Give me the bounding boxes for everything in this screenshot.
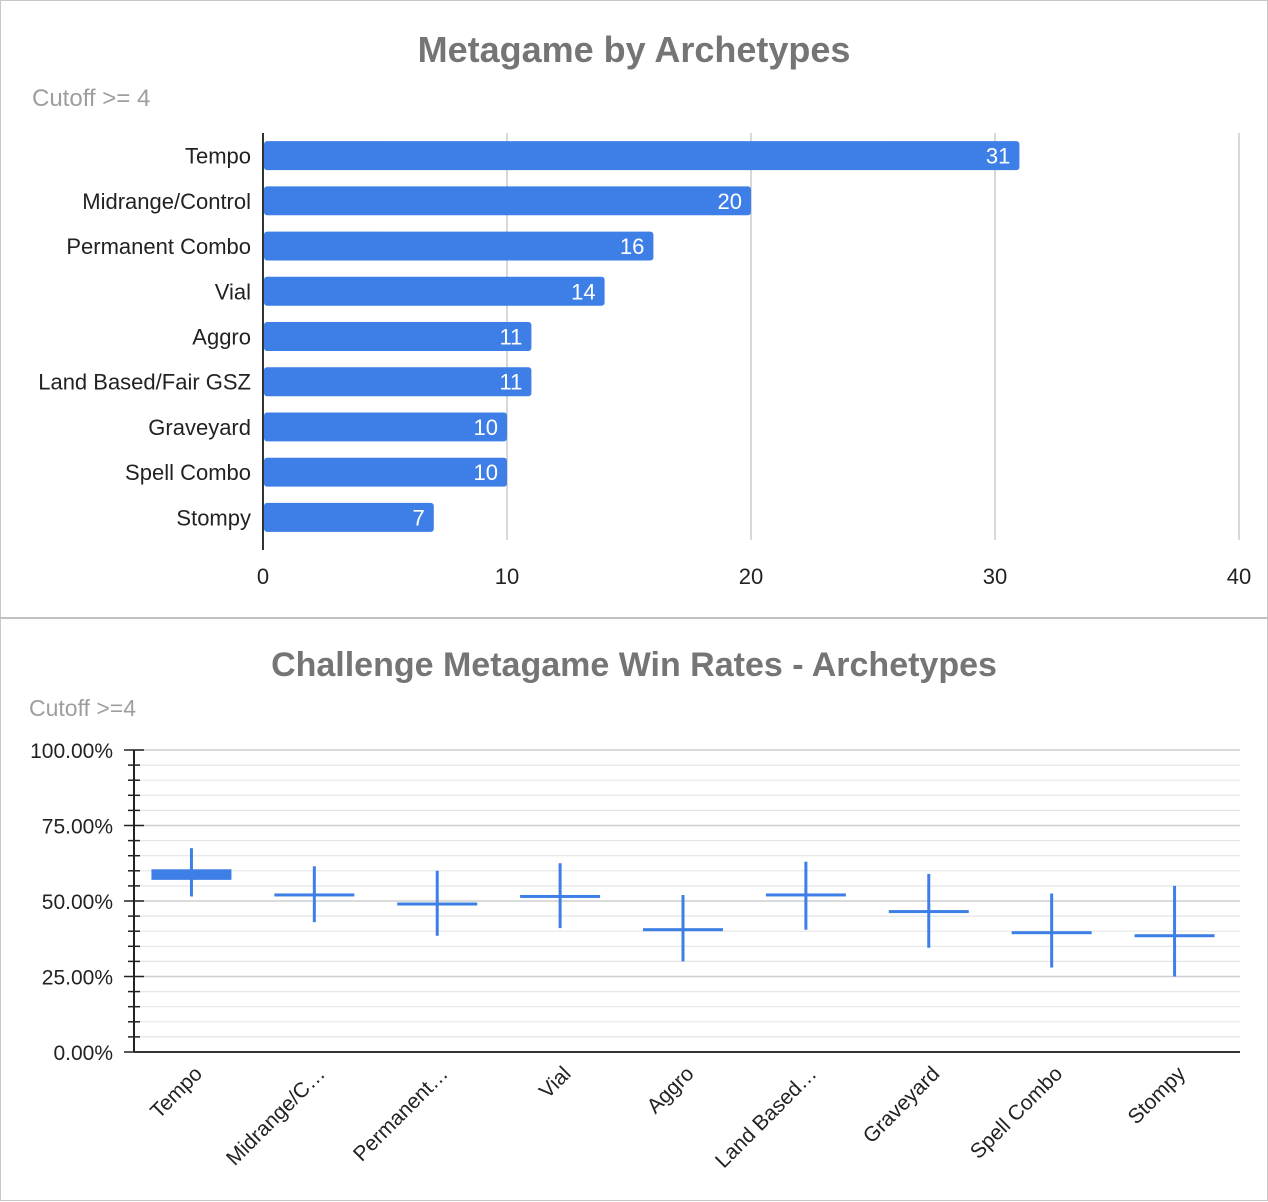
candle-body: [397, 902, 478, 906]
candle-body: [151, 869, 232, 880]
data-label: 10: [474, 415, 498, 440]
category-label: Land Based/Fair GSZ: [38, 370, 251, 395]
metagame-bar-chart: Metagame by Archetypes Cutoff >= 4 31 20 1…: [32, 29, 1251, 589]
x-category-label: Permanent…: [349, 1062, 453, 1166]
winrate-candlestick-chart: Challenge Metagame Win Rates - Archetype…: [29, 646, 1240, 1173]
metagame-chart-panel: [0, 0, 1268, 617]
data-label: 16: [620, 234, 644, 259]
x-category-label: Tempo: [146, 1062, 207, 1123]
category-label: Vial: [215, 279, 251, 304]
winrate-chart-panel: [0, 617, 1268, 1201]
bar: [264, 141, 1020, 171]
bar: [264, 186, 751, 216]
data-label: 10: [474, 460, 498, 485]
x-tick-label: 10: [495, 564, 519, 589]
data-label: 20: [718, 189, 742, 214]
data-label: 11: [500, 370, 523, 395]
x-category-label: Land Based…: [711, 1062, 821, 1172]
x-category-label: Vial: [535, 1062, 576, 1103]
x-tick-label: 0: [257, 564, 269, 589]
bar: [264, 231, 654, 261]
category-label: Tempo: [185, 144, 251, 169]
category-label: Aggro: [192, 325, 251, 350]
category-label: Midrange/Control: [82, 189, 251, 214]
x-tick-label: 20: [739, 564, 763, 589]
x-category-label: Aggro: [643, 1062, 699, 1118]
x-category-label: Stompy: [1123, 1062, 1190, 1129]
category-label: Permanent Combo: [66, 234, 251, 259]
x-category-label: Graveyard: [859, 1062, 945, 1148]
x-category-label: Spell Combo: [966, 1062, 1067, 1163]
category-label: Spell Combo: [125, 460, 251, 485]
candle-body: [1011, 931, 1092, 935]
y-tick-label: 0.00%: [53, 1042, 113, 1065]
candle-body: [765, 893, 846, 897]
y-tick-label: 100.00%: [30, 740, 113, 763]
candle-body: [520, 894, 601, 898]
candle-body: [1134, 934, 1215, 938]
x-tick-label: 30: [983, 564, 1007, 589]
data-label: 31: [986, 144, 1010, 169]
candle-body: [643, 928, 723, 932]
bar: [264, 322, 532, 351]
y-tick-label: 25.00%: [42, 967, 113, 990]
x-category-label: Midrange/C…: [222, 1062, 330, 1170]
chart-title: Metagame by Archetypes: [418, 29, 851, 70]
chart-subtitle: Cutoff >= 4: [32, 85, 150, 112]
chart-title: Challenge Metagame Win Rates - Archetype…: [271, 646, 997, 684]
bar: [264, 412, 507, 442]
candle-body: [888, 910, 969, 914]
data-label: 7: [413, 505, 425, 530]
x-tick-label: 40: [1227, 564, 1251, 589]
y-tick-label: 50.00%: [42, 891, 113, 914]
bar: [264, 367, 532, 397]
category-label: Graveyard: [148, 415, 251, 440]
bar: [264, 276, 605, 306]
data-label: 11: [500, 325, 523, 350]
data-label: 14: [571, 279, 595, 304]
y-tick-label: 75.00%: [42, 816, 113, 839]
chart-subtitle: Cutoff >=4: [29, 695, 136, 721]
candle-body: [274, 893, 355, 897]
bar: [264, 502, 434, 532]
category-label: Stompy: [176, 505, 251, 530]
bar: [264, 457, 507, 487]
